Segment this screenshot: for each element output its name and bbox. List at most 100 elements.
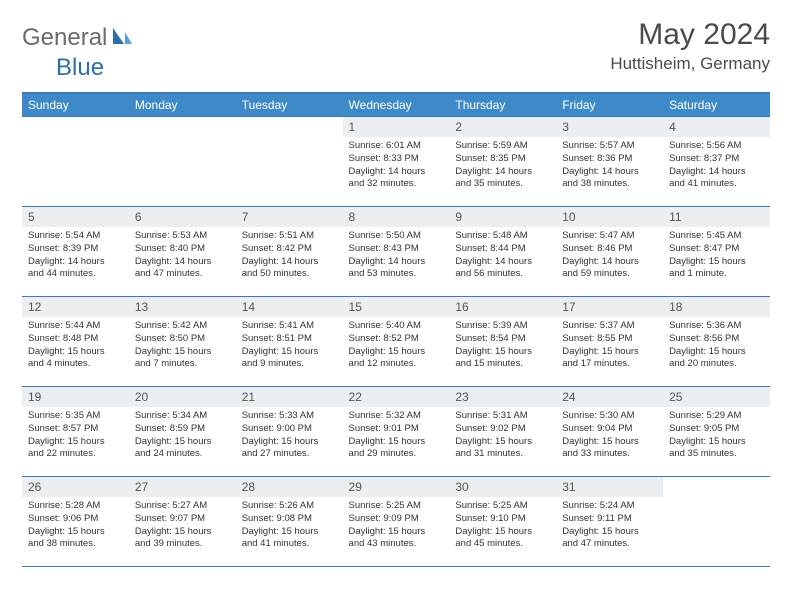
day-number: 12 xyxy=(22,297,129,317)
day-number: 21 xyxy=(236,387,343,407)
day-number: 7 xyxy=(236,207,343,227)
day-number: 13 xyxy=(129,297,236,317)
day-cell: 29Sunrise: 5:25 AMSunset: 9:09 PMDayligh… xyxy=(343,477,450,567)
day-number: 5 xyxy=(22,207,129,227)
week-row: 26Sunrise: 5:28 AMSunset: 9:06 PMDayligh… xyxy=(22,477,770,567)
day-cell: 25Sunrise: 5:29 AMSunset: 9:05 PMDayligh… xyxy=(663,387,770,477)
day-cell: 2Sunrise: 5:59 AMSunset: 8:35 PMDaylight… xyxy=(449,117,556,207)
day-details: Sunrise: 5:47 AMSunset: 8:46 PMDaylight:… xyxy=(556,227,663,285)
location: Huttisheim, Germany xyxy=(610,54,770,74)
day-details: Sunrise: 5:41 AMSunset: 8:51 PMDaylight:… xyxy=(236,317,343,375)
day-cell: 19Sunrise: 5:35 AMSunset: 8:57 PMDayligh… xyxy=(22,387,129,477)
day-details: Sunrise: 5:25 AMSunset: 9:10 PMDaylight:… xyxy=(449,497,556,555)
day-number: 30 xyxy=(449,477,556,497)
day-cell xyxy=(129,117,236,207)
dow-header: Wednesday xyxy=(343,93,450,117)
month-title: May 2024 xyxy=(610,18,770,52)
day-details: Sunrise: 5:56 AMSunset: 8:37 PMDaylight:… xyxy=(663,137,770,195)
week-row: 19Sunrise: 5:35 AMSunset: 8:57 PMDayligh… xyxy=(22,387,770,477)
dow-header: Monday xyxy=(129,93,236,117)
day-number: 26 xyxy=(22,477,129,497)
day-details: Sunrise: 5:33 AMSunset: 9:00 PMDaylight:… xyxy=(236,407,343,465)
day-details: Sunrise: 5:29 AMSunset: 9:05 PMDaylight:… xyxy=(663,407,770,465)
dow-header: Sunday xyxy=(22,93,129,117)
day-details: Sunrise: 5:27 AMSunset: 9:07 PMDaylight:… xyxy=(129,497,236,555)
day-cell: 14Sunrise: 5:41 AMSunset: 8:51 PMDayligh… xyxy=(236,297,343,387)
logo-text-1: General xyxy=(22,24,107,52)
week-row: 12Sunrise: 5:44 AMSunset: 8:48 PMDayligh… xyxy=(22,297,770,387)
day-cell: 3Sunrise: 5:57 AMSunset: 8:36 PMDaylight… xyxy=(556,117,663,207)
day-number: 23 xyxy=(449,387,556,407)
day-number: 16 xyxy=(449,297,556,317)
day-number: 6 xyxy=(129,207,236,227)
sail-icon xyxy=(111,26,133,51)
day-number: 15 xyxy=(343,297,450,317)
day-details: Sunrise: 5:48 AMSunset: 8:44 PMDaylight:… xyxy=(449,227,556,285)
day-of-week-row: SundayMondayTuesdayWednesdayThursdayFrid… xyxy=(22,93,770,117)
day-number: 29 xyxy=(343,477,450,497)
day-number: 14 xyxy=(236,297,343,317)
day-number: 10 xyxy=(556,207,663,227)
logo: General xyxy=(22,24,135,52)
day-number: 2 xyxy=(449,117,556,137)
day-details: Sunrise: 5:50 AMSunset: 8:43 PMDaylight:… xyxy=(343,227,450,285)
day-details: Sunrise: 5:40 AMSunset: 8:52 PMDaylight:… xyxy=(343,317,450,375)
calendar-table: SundayMondayTuesdayWednesdayThursdayFrid… xyxy=(22,92,770,567)
day-details: Sunrise: 5:31 AMSunset: 9:02 PMDaylight:… xyxy=(449,407,556,465)
day-details: Sunrise: 5:35 AMSunset: 8:57 PMDaylight:… xyxy=(22,407,129,465)
day-cell: 4Sunrise: 5:56 AMSunset: 8:37 PMDaylight… xyxy=(663,117,770,207)
day-cell: 26Sunrise: 5:28 AMSunset: 9:06 PMDayligh… xyxy=(22,477,129,567)
day-cell xyxy=(22,117,129,207)
day-number: 31 xyxy=(556,477,663,497)
day-number: 3 xyxy=(556,117,663,137)
day-number: 28 xyxy=(236,477,343,497)
day-details: Sunrise: 5:28 AMSunset: 9:06 PMDaylight:… xyxy=(22,497,129,555)
day-details: Sunrise: 5:26 AMSunset: 9:08 PMDaylight:… xyxy=(236,497,343,555)
day-cell: 11Sunrise: 5:45 AMSunset: 8:47 PMDayligh… xyxy=(663,207,770,297)
day-details: Sunrise: 5:53 AMSunset: 8:40 PMDaylight:… xyxy=(129,227,236,285)
day-cell: 27Sunrise: 5:27 AMSunset: 9:07 PMDayligh… xyxy=(129,477,236,567)
day-cell: 1Sunrise: 6:01 AMSunset: 8:33 PMDaylight… xyxy=(343,117,450,207)
day-number: 22 xyxy=(343,387,450,407)
day-details: Sunrise: 5:34 AMSunset: 8:59 PMDaylight:… xyxy=(129,407,236,465)
day-number: 17 xyxy=(556,297,663,317)
day-details: Sunrise: 5:30 AMSunset: 9:04 PMDaylight:… xyxy=(556,407,663,465)
day-details: Sunrise: 5:42 AMSunset: 8:50 PMDaylight:… xyxy=(129,317,236,375)
day-cell: 6Sunrise: 5:53 AMSunset: 8:40 PMDaylight… xyxy=(129,207,236,297)
dow-header: Saturday xyxy=(663,93,770,117)
day-cell: 18Sunrise: 5:36 AMSunset: 8:56 PMDayligh… xyxy=(663,297,770,387)
day-cell: 20Sunrise: 5:34 AMSunset: 8:59 PMDayligh… xyxy=(129,387,236,477)
day-number: 25 xyxy=(663,387,770,407)
day-cell: 12Sunrise: 5:44 AMSunset: 8:48 PMDayligh… xyxy=(22,297,129,387)
day-cell: 10Sunrise: 5:47 AMSunset: 8:46 PMDayligh… xyxy=(556,207,663,297)
logo-text-2: Blue xyxy=(56,54,104,81)
day-cell: 31Sunrise: 5:24 AMSunset: 9:11 PMDayligh… xyxy=(556,477,663,567)
day-cell xyxy=(236,117,343,207)
day-number: 1 xyxy=(343,117,450,137)
day-details: Sunrise: 5:25 AMSunset: 9:09 PMDaylight:… xyxy=(343,497,450,555)
dow-header: Friday xyxy=(556,93,663,117)
day-details: Sunrise: 5:44 AMSunset: 8:48 PMDaylight:… xyxy=(22,317,129,375)
day-details: Sunrise: 5:54 AMSunset: 8:39 PMDaylight:… xyxy=(22,227,129,285)
day-number: 8 xyxy=(343,207,450,227)
day-cell: 22Sunrise: 5:32 AMSunset: 9:01 PMDayligh… xyxy=(343,387,450,477)
day-cell: 13Sunrise: 5:42 AMSunset: 8:50 PMDayligh… xyxy=(129,297,236,387)
day-number: 24 xyxy=(556,387,663,407)
day-cell: 9Sunrise: 5:48 AMSunset: 8:44 PMDaylight… xyxy=(449,207,556,297)
day-cell: 16Sunrise: 5:39 AMSunset: 8:54 PMDayligh… xyxy=(449,297,556,387)
day-cell: 17Sunrise: 5:37 AMSunset: 8:55 PMDayligh… xyxy=(556,297,663,387)
day-details: Sunrise: 5:32 AMSunset: 9:01 PMDaylight:… xyxy=(343,407,450,465)
day-cell: 28Sunrise: 5:26 AMSunset: 9:08 PMDayligh… xyxy=(236,477,343,567)
day-number: 18 xyxy=(663,297,770,317)
week-row: 5Sunrise: 5:54 AMSunset: 8:39 PMDaylight… xyxy=(22,207,770,297)
dow-header: Thursday xyxy=(449,93,556,117)
calendar-page: General May 2024 Huttisheim, Germany Blu… xyxy=(0,0,792,577)
day-cell: 15Sunrise: 5:40 AMSunset: 8:52 PMDayligh… xyxy=(343,297,450,387)
day-cell: 8Sunrise: 5:50 AMSunset: 8:43 PMDaylight… xyxy=(343,207,450,297)
day-details: Sunrise: 5:45 AMSunset: 8:47 PMDaylight:… xyxy=(663,227,770,285)
day-cell: 30Sunrise: 5:25 AMSunset: 9:10 PMDayligh… xyxy=(449,477,556,567)
day-cell xyxy=(663,477,770,567)
day-number: 9 xyxy=(449,207,556,227)
day-number: 4 xyxy=(663,117,770,137)
day-cell: 23Sunrise: 5:31 AMSunset: 9:02 PMDayligh… xyxy=(449,387,556,477)
